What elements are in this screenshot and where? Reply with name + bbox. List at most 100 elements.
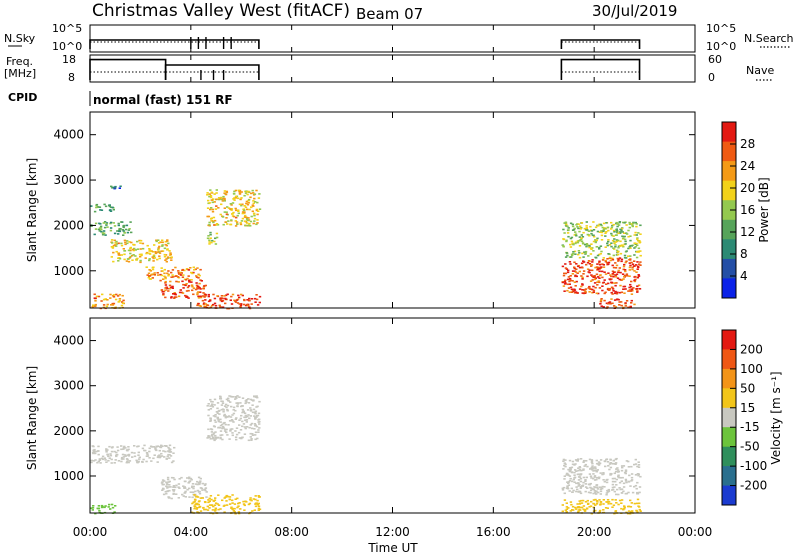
- scatter-point: [612, 229, 616, 232]
- scatter-point: [613, 477, 616, 480]
- scatter-point: [237, 502, 240, 505]
- scatter-point: [188, 487, 191, 490]
- scatter-point: [162, 278, 165, 280]
- scatter-point: [206, 304, 209, 306]
- scatter-point: [190, 281, 193, 283]
- scatter-point: [563, 464, 566, 467]
- scatter-point: [118, 230, 121, 233]
- scatter-point: [165, 458, 168, 460]
- scatter-point: [586, 499, 589, 502]
- scatter-point: [243, 416, 246, 419]
- scatter-point: [573, 270, 577, 272]
- scatter-point: [583, 291, 587, 294]
- scatter-point: [620, 278, 624, 281]
- scatter-point: [156, 445, 160, 447]
- scatter-point: [151, 273, 155, 276]
- scatter-point: [592, 499, 596, 501]
- scatter-point: [239, 222, 242, 224]
- scatter-point: [589, 492, 592, 494]
- scatter-point: [97, 445, 100, 448]
- scatter-point: [588, 291, 591, 293]
- scatter-point: [596, 284, 599, 286]
- scatter-point: [607, 465, 610, 467]
- scatter-point: [235, 438, 238, 441]
- scatter-point: [598, 263, 602, 266]
- scatter-point: [628, 246, 631, 248]
- scatter-point: [604, 260, 608, 263]
- scatter-point: [112, 208, 115, 211]
- scatter-point: [628, 269, 631, 271]
- scatter-point: [140, 253, 143, 256]
- scatter-point: [564, 279, 567, 282]
- scatter-point: [620, 301, 623, 303]
- scatter-point: [130, 231, 133, 234]
- scatter-point: [157, 247, 160, 249]
- scatter-point: [248, 426, 251, 429]
- scatter-point: [597, 461, 601, 463]
- scatter-point: [569, 237, 573, 240]
- scatter-point: [235, 433, 239, 436]
- scatter-point: [191, 272, 194, 275]
- scatter-point: [199, 288, 202, 290]
- scatter-point: [188, 496, 191, 498]
- scatter-point: [207, 235, 210, 237]
- scatter-point: [633, 242, 636, 244]
- scatter-point: [181, 493, 184, 496]
- scatter-point: [563, 475, 566, 477]
- scatter-point: [588, 269, 591, 271]
- scatter-point: [622, 237, 625, 239]
- scatter-point: [230, 204, 233, 206]
- scatter-point: [176, 276, 180, 278]
- scatter-point: [580, 240, 584, 243]
- scatter-point: [249, 196, 252, 199]
- scatter-point: [172, 485, 176, 487]
- scatter-point: [213, 419, 217, 422]
- scatter-region-6: [561, 498, 642, 515]
- scatter-point: [254, 498, 257, 501]
- scatter-point: [141, 242, 145, 245]
- scatter-point: [227, 220, 230, 222]
- scatter-point: [217, 494, 220, 496]
- scatter-point: [636, 285, 639, 287]
- scatter-point: [623, 238, 627, 241]
- scatter-point: [225, 431, 228, 434]
- scatter-point: [97, 228, 101, 231]
- scatter-point: [595, 470, 599, 473]
- scatter-point: [604, 259, 607, 262]
- scatter-point: [246, 303, 249, 306]
- scatter-point: [613, 486, 616, 488]
- scatter-point: [174, 275, 177, 277]
- power-colorbar-swatch: [722, 122, 736, 143]
- scatter-point: [601, 276, 604, 279]
- scatter-point: [587, 230, 591, 232]
- scatter-point: [172, 452, 175, 454]
- scatter-point: [154, 448, 157, 451]
- scatter-point: [211, 436, 215, 439]
- scatter-point: [594, 509, 597, 512]
- scatter-point: [588, 458, 592, 461]
- scatter-point: [574, 241, 578, 244]
- scatter-point: [196, 267, 199, 269]
- scatter-point: [196, 287, 199, 289]
- scatter-region-0: [90, 444, 176, 464]
- scatter-point: [106, 303, 109, 306]
- scatter-point: [620, 465, 624, 467]
- scatter-point: [617, 246, 620, 249]
- scatter-point: [170, 259, 173, 261]
- scatter-point: [635, 225, 638, 228]
- scatter-point: [191, 486, 194, 489]
- scatter-point: [570, 471, 574, 473]
- power-colorbar-swatch: [722, 239, 736, 260]
- scatter-point: [601, 487, 604, 490]
- scatter-point: [245, 216, 248, 219]
- scatter-point: [213, 297, 217, 300]
- scatter-point: [254, 411, 257, 413]
- scatter-point: [166, 476, 170, 479]
- scatter-point: [611, 257, 614, 260]
- scatter-point: [635, 234, 638, 236]
- scatter-point: [565, 240, 568, 243]
- velocity-ylabel: Slant Range [km]: [25, 366, 39, 470]
- scatter-point: [566, 283, 569, 286]
- scatter-point: [225, 504, 229, 506]
- scatter-point: [120, 242, 123, 245]
